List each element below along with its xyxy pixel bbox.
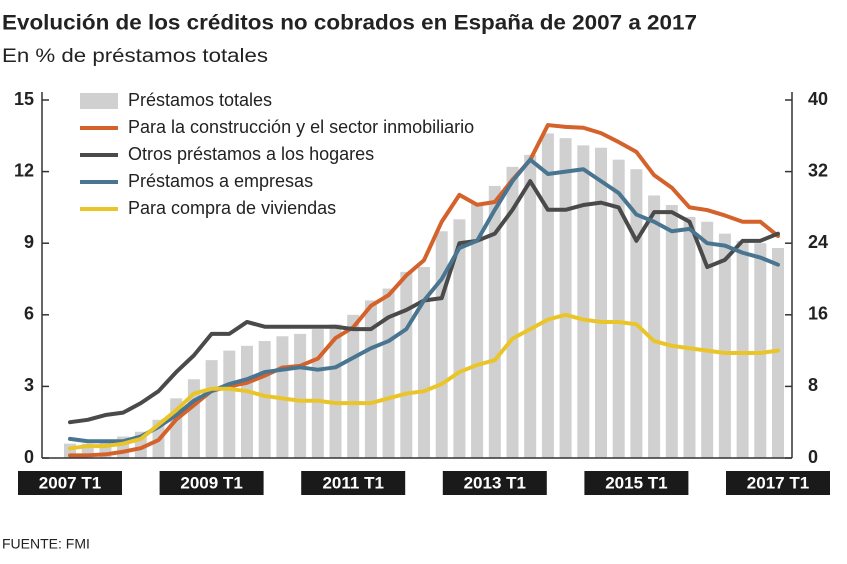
chart-title: Evolución de los créditos no cobrados en… [2, 12, 697, 35]
bar [630, 169, 643, 459]
bar [612, 159, 625, 458]
y2-tick-label: 40 [808, 89, 828, 109]
line [68, 157, 780, 444]
bar [577, 145, 590, 458]
legend-label: Otros préstamos a los hogares [128, 144, 374, 164]
x-tick-label: 2011 T1 [322, 473, 383, 492]
bar [506, 166, 519, 458]
bar [772, 247, 784, 458]
y-tick-label: 15 [14, 89, 34, 109]
x-tick-label: 2017 T1 [747, 473, 809, 492]
y2-tick-label: 0 [808, 447, 818, 467]
x-label-box [442, 471, 547, 495]
x-label-box [159, 471, 264, 495]
bar [665, 205, 678, 458]
y2-tick-label: 16 [808, 304, 828, 324]
bar [329, 324, 342, 458]
bar [559, 138, 572, 459]
bar [683, 216, 696, 458]
bar [205, 360, 218, 458]
bar [400, 271, 413, 458]
source: FUENTE: FMI [2, 536, 90, 552]
legend-label: Préstamos totales [128, 90, 272, 110]
line [68, 123, 780, 458]
bar [648, 195, 661, 458]
lines [68, 123, 780, 458]
legend-label: Para la construcción y el sector inmobil… [128, 117, 474, 137]
y-tick-label: 12 [14, 160, 34, 180]
legend-label: Préstamos a empresas [128, 171, 313, 191]
x-tick-label: 2013 T1 [464, 473, 526, 492]
bar [718, 233, 731, 458]
y-tick-label: 9 [24, 232, 34, 252]
y-tick-label: 6 [24, 304, 34, 324]
y2-tick-label: 24 [808, 232, 828, 252]
line [68, 312, 780, 451]
x-tick-label: 2015 T1 [605, 473, 667, 492]
bar [258, 341, 271, 458]
bar [595, 147, 607, 458]
legend-swatch [80, 93, 118, 109]
bar [294, 333, 307, 458]
bar [347, 314, 360, 458]
x-tick-label: 2007 T1 [39, 473, 101, 492]
y2-tick-label: 32 [808, 160, 828, 180]
x-label-box [584, 471, 689, 495]
y-tick-label: 3 [24, 375, 34, 395]
bar [453, 219, 466, 458]
y-tick-label: 0 [24, 447, 34, 467]
bar [471, 202, 484, 458]
bar [541, 133, 554, 458]
bar [223, 350, 236, 458]
bar [382, 288, 395, 458]
bar [524, 154, 537, 459]
x-label-box [18, 471, 122, 495]
bar [701, 221, 714, 458]
bar [754, 243, 767, 458]
bar [435, 231, 448, 458]
bar [241, 345, 253, 458]
chart-subtitle: En % de préstamos totales [2, 46, 268, 67]
x-label-box [301, 471, 406, 495]
x-label-box [726, 471, 830, 495]
bar [364, 300, 377, 458]
bar [311, 329, 324, 458]
bar [488, 185, 501, 459]
legend-label: Para compra de viviendas [128, 198, 336, 218]
bar [418, 267, 430, 458]
x-tick-label: 2009 T1 [180, 473, 242, 492]
bar [736, 240, 749, 458]
y2-tick-label: 8 [808, 375, 818, 395]
